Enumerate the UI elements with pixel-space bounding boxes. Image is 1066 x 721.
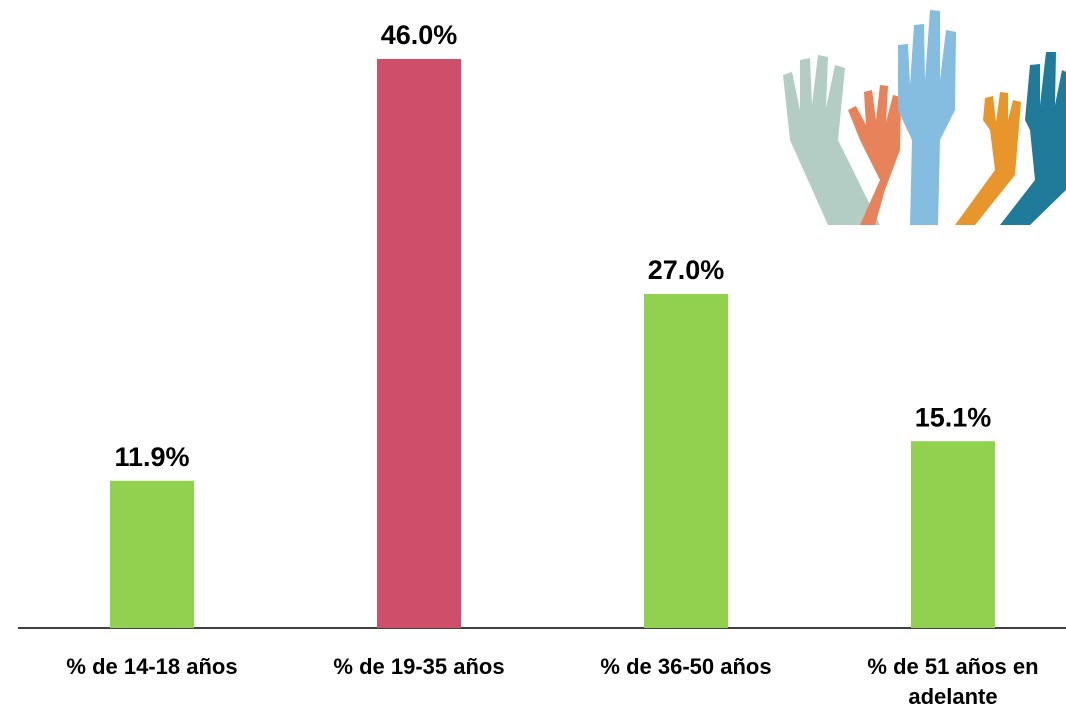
hands-illustration	[783, 10, 1066, 225]
bar	[911, 441, 995, 628]
bar	[377, 58, 461, 629]
bar	[644, 294, 728, 628]
x-tick-label: % de 51 años en adelante	[867, 654, 1039, 709]
value-label: 11.9%	[114, 442, 189, 472]
bar	[110, 480, 194, 628]
x-tick-label: % de 14-18 años	[66, 654, 238, 679]
x-tick-label: % de 36-50 años	[600, 654, 772, 679]
value-label: 15.1%	[915, 402, 992, 432]
value-label: 46.0%	[381, 20, 458, 50]
x-tick-label: % de 19-35 años	[333, 654, 505, 679]
value-label: 27.0%	[648, 255, 725, 285]
